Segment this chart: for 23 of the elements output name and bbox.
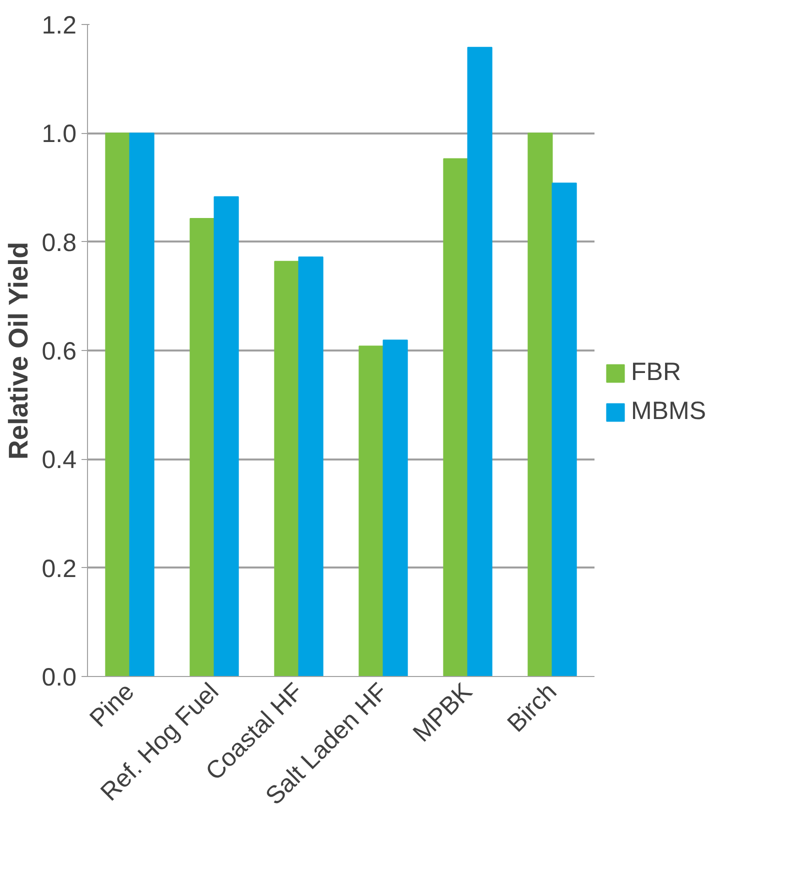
bar xyxy=(358,346,384,676)
bar xyxy=(298,256,324,676)
bar xyxy=(467,46,492,676)
y-tick-label: 0.4 xyxy=(42,446,77,474)
y-tick-label: 1.0 xyxy=(42,120,77,148)
y-tick-label: 0.2 xyxy=(42,554,77,583)
bar xyxy=(382,340,408,676)
bar xyxy=(105,132,130,676)
bar xyxy=(528,132,553,676)
x-tick-label: Pine xyxy=(84,678,140,733)
y-axis-title: Relative Oil Yield xyxy=(4,242,34,460)
bar xyxy=(214,196,239,676)
legend-label: MBMS xyxy=(631,397,706,426)
bar xyxy=(443,158,468,676)
bar xyxy=(129,132,154,676)
y-tick-label: 0.8 xyxy=(42,228,77,257)
y-tick-label: 0.6 xyxy=(42,338,77,366)
y-tick-label: 1.2 xyxy=(42,12,77,40)
y-tick-label: 0.0 xyxy=(42,664,77,692)
bar xyxy=(274,260,300,676)
legend-label: FBR xyxy=(631,358,681,387)
bar xyxy=(552,182,577,676)
bar xyxy=(190,218,215,676)
